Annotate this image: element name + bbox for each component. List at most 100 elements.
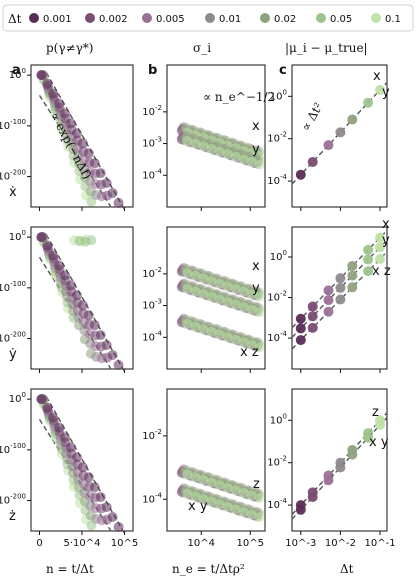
data-point (206, 326, 217, 337)
data-point (347, 449, 358, 460)
data-point (54, 260, 65, 271)
data-point (295, 323, 306, 334)
legend-label-4: 0.02 (274, 14, 296, 25)
y-tick-label: 10-4 (142, 491, 162, 505)
fit-line (45, 72, 126, 210)
data-point (230, 283, 241, 294)
data-point (347, 260, 358, 271)
row-label-y: ẏ (9, 347, 17, 362)
column-title-0: p(γ≠γ*) (46, 41, 93, 55)
data-point (71, 290, 82, 301)
y-tick-label: 10-2 (142, 104, 162, 118)
x-tick-label: 10^4 (188, 538, 215, 549)
data-point (375, 420, 386, 431)
panel-letter-c: c (279, 63, 287, 78)
data-point (190, 286, 201, 297)
data-point (238, 507, 249, 518)
data-point (254, 307, 265, 318)
data-point (83, 472, 94, 483)
fit-line (45, 234, 126, 372)
data-point (347, 282, 358, 293)
series-label-z: z (372, 405, 379, 420)
y-tick-label: 10-100 (0, 280, 26, 294)
data-point (335, 127, 346, 138)
data-point (190, 270, 201, 281)
data-point (101, 340, 112, 351)
panel-letter-a: a (12, 63, 21, 78)
y-tick-label: 10-2 (267, 131, 287, 145)
data-point (48, 88, 59, 99)
series-label-x: x (382, 217, 390, 232)
data-point (295, 504, 306, 515)
data-point (246, 304, 257, 315)
data-point (335, 294, 346, 305)
data-point (230, 334, 241, 345)
legend-marker-0 (29, 13, 39, 23)
legend-marker-1 (85, 13, 95, 23)
data-point (214, 499, 225, 510)
data-point (42, 402, 53, 413)
data-point (323, 475, 334, 486)
data-point (71, 128, 82, 139)
data-point (254, 291, 265, 302)
data-point (198, 324, 209, 335)
axes-frame (166, 388, 266, 532)
axes-frame (291, 388, 388, 532)
data-point (83, 310, 94, 321)
data-point (54, 98, 65, 109)
data-point (190, 472, 201, 483)
data-point (375, 242, 386, 253)
data-point (323, 285, 334, 296)
series-label-z: z (253, 477, 260, 492)
legend-label-3: 0.01 (219, 14, 241, 25)
data-point (238, 337, 249, 348)
y-tick-label: 100 (270, 412, 287, 426)
series-label-xz: x z (240, 345, 259, 360)
data-point (190, 321, 201, 332)
data-point (182, 283, 193, 294)
data-point (230, 299, 241, 310)
legend-marker-5 (316, 13, 326, 23)
y-tick-label: 10-4 (267, 173, 287, 187)
data-point (86, 235, 97, 246)
data-point (48, 412, 59, 423)
data-point (36, 394, 47, 405)
fit-annotation-ne: ∝ n_e^−1/2 (203, 90, 275, 104)
y-tick-label: 100 (9, 229, 26, 243)
data-point (101, 178, 112, 189)
fit-line (45, 396, 126, 534)
data-point (36, 70, 47, 81)
data-point (65, 280, 76, 291)
y-tick-label: 10-200 (0, 331, 26, 345)
panels: 100 10-100 10-200 100 10-100 10-200 100 10-100 1… (0, 64, 396, 549)
data-point (246, 289, 257, 300)
data-point (214, 329, 225, 340)
series-label-y: y (252, 281, 260, 296)
series-label-xy: x y (369, 435, 389, 450)
y-tick-label: 10-100 (0, 442, 26, 456)
data-point (363, 97, 374, 108)
legend-label-2: 0.005 (156, 14, 185, 25)
data-point (198, 141, 209, 152)
legend-label-0: 0.001 (43, 14, 72, 25)
data-point (71, 452, 82, 463)
data-point (295, 335, 306, 346)
data-point (214, 480, 225, 491)
legend-label-5: 0.05 (330, 14, 352, 25)
data-point (107, 188, 118, 199)
data-point (113, 197, 124, 208)
data-point (182, 319, 193, 330)
panel-letter-b: b (148, 63, 157, 78)
data-point (89, 158, 100, 169)
xlabel-col1: n_e = t/Δtρ² (172, 562, 245, 576)
data-point (307, 301, 318, 312)
series-label-y: y (382, 233, 390, 248)
legend-label-6: 0.1 (385, 14, 401, 25)
y-tick-label: 100 (270, 249, 287, 263)
data-point (60, 270, 70, 281)
data-point (295, 313, 306, 324)
y-tick-label: 10-200 (0, 493, 26, 507)
data-point (335, 462, 346, 473)
legend-label-1: 0.002 (99, 14, 128, 25)
data-point (363, 244, 374, 255)
